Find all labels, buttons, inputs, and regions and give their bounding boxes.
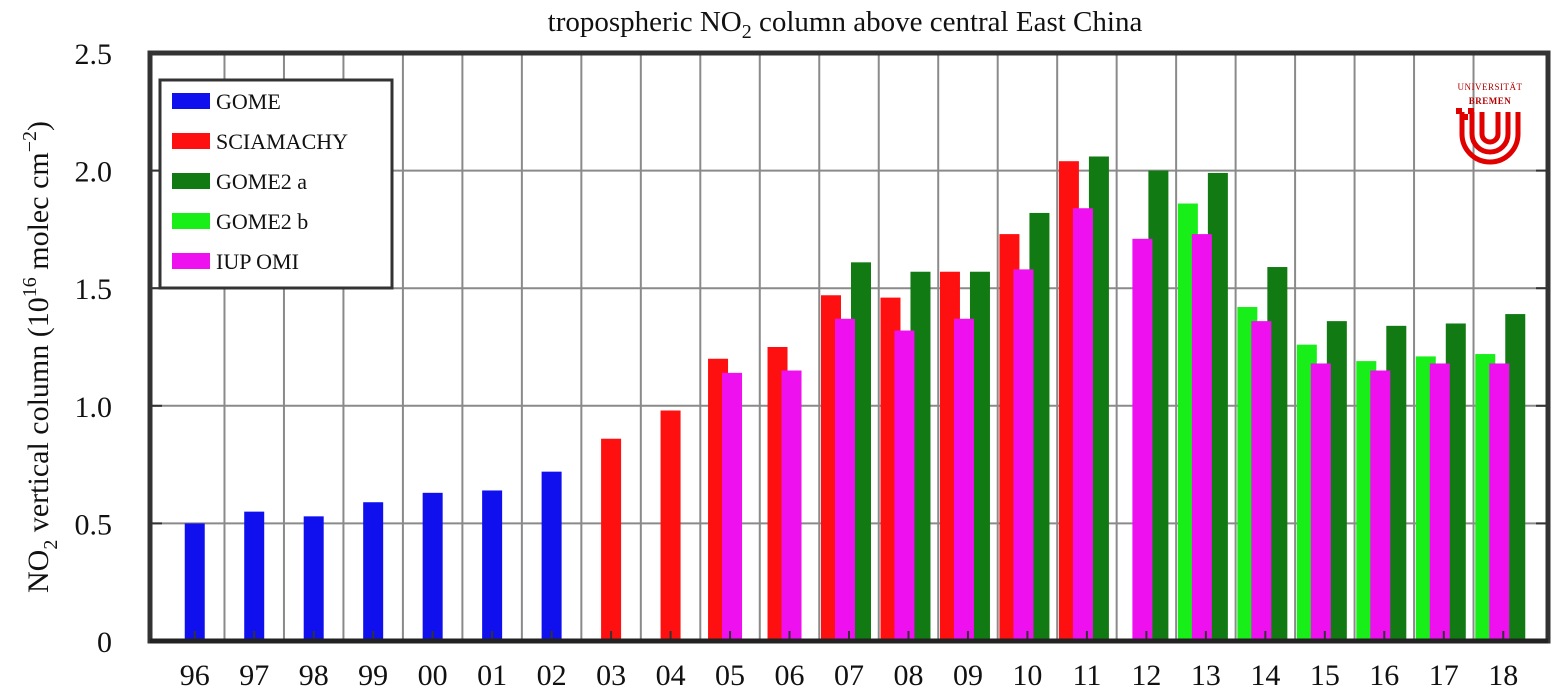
- bar-iup-omi-09: [954, 319, 974, 641]
- x-tick-label: 03: [596, 659, 626, 692]
- legend-label: GOME2 a: [216, 169, 307, 194]
- y-tick-label: 2.0: [75, 156, 113, 189]
- x-tick-label: 98: [299, 659, 329, 692]
- x-tick-label: 01: [477, 659, 507, 692]
- x-tick-label: 07: [834, 659, 864, 692]
- legend-label: GOME: [216, 89, 281, 114]
- x-tick-label: 13: [1191, 659, 1221, 692]
- chart-title: tropospheric NO2 column above central Ea…: [548, 6, 1143, 43]
- logo-small-text: UNIVERSITÄT: [1458, 82, 1523, 92]
- bar-gome-00: [423, 493, 443, 641]
- legend-swatch: [172, 133, 210, 149]
- bar-iup-omi-06: [782, 371, 802, 641]
- x-tick-label: 06: [775, 659, 805, 692]
- bar-iup-omi-18: [1489, 363, 1509, 641]
- x-tick-label: 97: [239, 659, 269, 692]
- x-tick-label: 15: [1310, 659, 1340, 692]
- bar-gome-99: [363, 502, 383, 641]
- bar-iup-omi-13: [1192, 234, 1212, 641]
- legend: GOME SCIAMACHY GOME2 a GOME2 b IUP OMI: [160, 80, 392, 288]
- bar-iup-omi-17: [1430, 363, 1450, 641]
- logo-bremen-text: BREMEN: [1469, 96, 1512, 106]
- bar-gome-01: [482, 490, 502, 641]
- bar-iup-omi-16: [1370, 371, 1390, 641]
- x-tick-label: 00: [418, 659, 448, 692]
- x-tick-label: 09: [953, 659, 983, 692]
- legend-swatch: [172, 213, 210, 229]
- bar-iup-omi-05: [722, 373, 742, 641]
- y-tick-label: 0: [97, 626, 112, 659]
- x-tick-label: 10: [1012, 659, 1042, 692]
- bar-gome-98: [304, 516, 324, 641]
- y-tick-label: 1.5: [75, 273, 113, 306]
- x-tick-label: 16: [1369, 659, 1399, 692]
- x-tick-label: 99: [358, 659, 388, 692]
- x-tick-label: 02: [537, 659, 567, 692]
- x-tick-label: 08: [893, 659, 923, 692]
- bar-iup-omi-12: [1132, 239, 1152, 641]
- legend-label: GOME2 b: [216, 209, 308, 234]
- x-tick-label: 18: [1488, 659, 1518, 692]
- bar-iup-omi-07: [835, 319, 855, 641]
- x-tick-label: 14: [1250, 659, 1280, 692]
- bar-iup-omi-14: [1251, 321, 1271, 641]
- x-tick-label: 17: [1429, 659, 1459, 692]
- y-tick-label: 2.5: [75, 38, 113, 71]
- legend-swatch: [172, 93, 210, 109]
- y-tick-label: 0.5: [75, 508, 113, 541]
- legend-swatch: [172, 253, 210, 269]
- y-axis-label: NO2 vertical column (1016 molec cm−2): [19, 121, 62, 593]
- x-tick-label: 11: [1072, 659, 1101, 692]
- bar-gome-96: [185, 523, 205, 641]
- bar-iup-omi-08: [894, 331, 914, 641]
- x-tick-label: 04: [656, 659, 686, 692]
- x-tick-label: 12: [1131, 659, 1161, 692]
- bar-gome-97: [244, 512, 264, 641]
- bar-sciamachy-04: [661, 411, 681, 641]
- bar-gome-02: [542, 472, 562, 641]
- legend-label: SCIAMACHY: [216, 129, 348, 154]
- x-tick-label: 05: [715, 659, 745, 692]
- bar-iup-omi-10: [1013, 269, 1033, 641]
- legend-swatch: [172, 173, 210, 189]
- x-tick-label: 96: [180, 659, 210, 692]
- bar-iup-omi-15: [1311, 363, 1331, 641]
- legend-label: IUP OMI: [216, 249, 299, 274]
- bar-iup-omi-11: [1073, 208, 1093, 641]
- bar-sciamachy-03: [601, 439, 621, 641]
- y-tick-label: 1.0: [75, 391, 113, 424]
